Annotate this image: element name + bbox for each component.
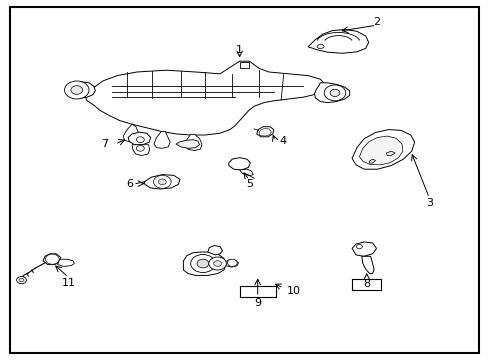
Polygon shape [368,159,375,163]
Polygon shape [228,158,250,170]
Polygon shape [207,246,222,255]
Text: 6: 6 [126,179,133,189]
Circle shape [208,257,226,270]
Circle shape [158,179,166,185]
Polygon shape [144,175,180,189]
Circle shape [356,244,362,249]
Text: 3: 3 [425,198,432,208]
Circle shape [227,259,237,266]
Text: 5: 5 [245,179,252,189]
Polygon shape [316,45,324,49]
Polygon shape [359,136,402,165]
Polygon shape [85,61,325,135]
Polygon shape [307,30,368,53]
Circle shape [197,259,208,268]
Polygon shape [351,242,376,256]
Polygon shape [259,129,271,136]
Text: 11: 11 [61,278,75,288]
Polygon shape [351,130,414,169]
Polygon shape [224,260,238,267]
Circle shape [71,86,82,94]
Polygon shape [256,127,273,137]
Text: 1: 1 [236,45,243,55]
Text: 2: 2 [372,17,379,27]
Text: 7: 7 [102,139,108,149]
Circle shape [17,276,26,284]
Circle shape [213,261,221,266]
Text: 4: 4 [279,136,285,146]
Polygon shape [183,252,225,275]
Polygon shape [176,140,199,148]
Polygon shape [239,62,249,68]
Circle shape [136,145,144,151]
Text: 8: 8 [363,279,369,289]
Polygon shape [314,83,349,103]
Circle shape [324,85,345,101]
Polygon shape [184,134,202,150]
Circle shape [19,278,24,282]
Polygon shape [128,132,150,145]
Circle shape [45,254,59,264]
Polygon shape [123,124,140,142]
Text: 9: 9 [254,298,261,308]
Polygon shape [132,145,149,156]
Polygon shape [361,256,373,274]
Polygon shape [239,169,253,176]
Polygon shape [43,254,61,265]
Circle shape [190,255,215,273]
Polygon shape [66,82,95,98]
Polygon shape [386,151,394,156]
Polygon shape [154,131,170,148]
Circle shape [136,137,144,143]
Text: 10: 10 [286,286,300,296]
Polygon shape [58,259,74,266]
Circle shape [329,89,339,96]
Circle shape [64,81,89,99]
Circle shape [153,175,171,188]
